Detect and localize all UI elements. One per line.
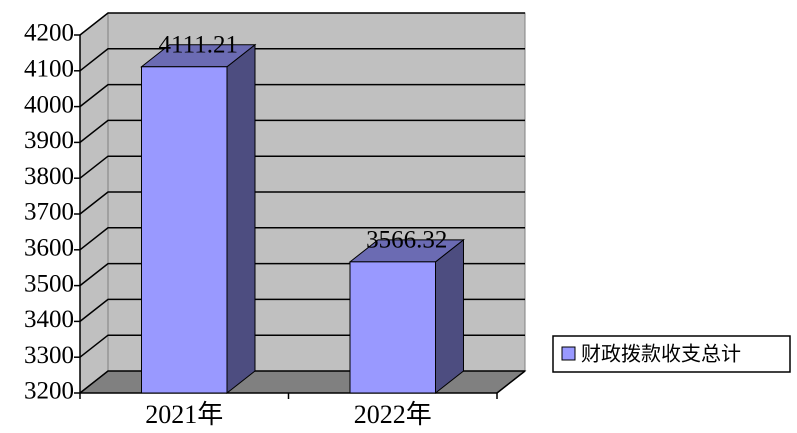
y-tick-label: 4100 bbox=[24, 56, 74, 83]
value-label: 4111.21 bbox=[159, 32, 238, 59]
grid-line bbox=[79, 48, 525, 72]
x-tick-label: 2021年 bbox=[145, 400, 223, 429]
legend-box bbox=[552, 335, 791, 373]
grid-line bbox=[79, 12, 525, 36]
y-tick-label: 3800 bbox=[24, 163, 74, 190]
x-tick-label: 2022年 bbox=[354, 400, 432, 429]
legend-label: 财政拨款收支总计 bbox=[581, 342, 741, 366]
y-tick-label: 3600 bbox=[24, 235, 74, 262]
y-tick-label: 3200 bbox=[24, 378, 74, 405]
grid-line bbox=[79, 83, 525, 108]
y-tick-label: 3400 bbox=[24, 306, 74, 333]
y-tick-label: 3300 bbox=[24, 342, 74, 369]
x-axis-depth bbox=[496, 370, 526, 394]
bar-front bbox=[349, 261, 436, 394]
y-tick-label: 4000 bbox=[24, 91, 74, 118]
legend-swatch bbox=[561, 346, 576, 361]
bar-side bbox=[226, 43, 256, 395]
y-tick-label: 3500 bbox=[24, 270, 74, 297]
y-tick-label: 3700 bbox=[24, 199, 74, 226]
bar-side bbox=[434, 238, 464, 395]
grid-line bbox=[79, 191, 525, 215]
grid-line bbox=[79, 119, 525, 143]
legend: 财政拨款收支总计 bbox=[552, 335, 791, 373]
grid-line bbox=[79, 155, 525, 179]
bar bbox=[348, 238, 465, 395]
y-tick-label: 4200 bbox=[24, 20, 74, 47]
value-label: 3566.32 bbox=[366, 227, 447, 254]
y-tick-label: 3900 bbox=[24, 127, 74, 154]
bar bbox=[140, 43, 257, 395]
bar-front bbox=[141, 66, 228, 394]
grid-line bbox=[79, 227, 525, 251]
